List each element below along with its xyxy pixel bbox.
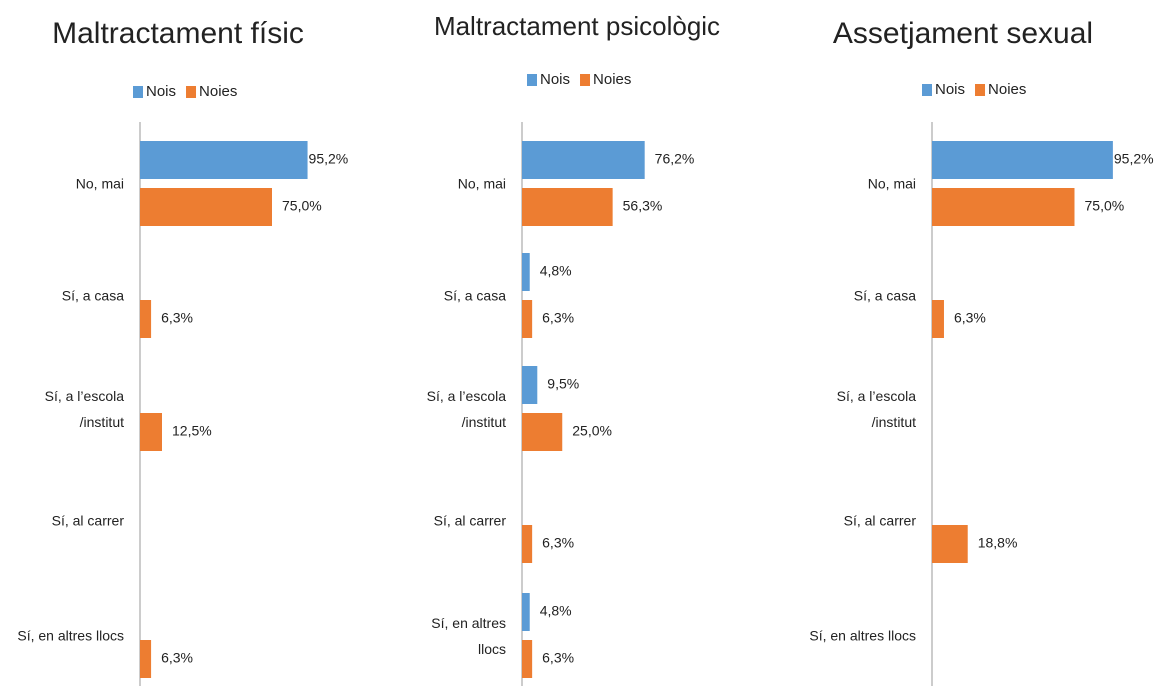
- legend-label: Noies: [593, 71, 631, 88]
- chart-title: Assetjament sexual: [833, 17, 1093, 50]
- bar: [140, 640, 152, 678]
- value-label: 75,0%: [282, 198, 322, 214]
- bar: [522, 253, 530, 291]
- value-label: 76,2%: [655, 151, 695, 167]
- value-label: 6,3%: [161, 650, 193, 666]
- category-label: Sí, a casa: [444, 288, 506, 304]
- value-label: 6,3%: [954, 310, 986, 326]
- value-label: 18,8%: [978, 535, 1018, 551]
- value-label: 56,3%: [623, 198, 663, 214]
- category-label: Sí, en altres llocs: [809, 628, 916, 644]
- legend-swatch: [922, 84, 932, 96]
- value-label: 6,3%: [161, 310, 193, 326]
- category-label: Sí, a l’escola/institut: [45, 388, 125, 430]
- bar: [522, 300, 533, 338]
- category-label: No, mai: [76, 176, 124, 192]
- bar: [932, 525, 968, 563]
- legend-label: Nois: [540, 71, 570, 88]
- value-label: 6,3%: [542, 310, 574, 326]
- legend-label: Noies: [199, 83, 237, 100]
- legend-label: Nois: [146, 83, 176, 100]
- legend-swatch: [133, 86, 143, 98]
- category-label: Sí, al carrer: [844, 513, 917, 529]
- legend-label: Noies: [988, 81, 1026, 98]
- bar: [522, 141, 645, 179]
- category-label: No, mai: [868, 176, 916, 192]
- bar: [932, 300, 944, 338]
- legend-swatch: [580, 74, 591, 86]
- category-label: Sí, a casa: [854, 288, 916, 304]
- bar: [522, 525, 533, 563]
- bar: [140, 188, 272, 226]
- value-label: 75,0%: [1085, 198, 1125, 214]
- chart-title: Maltractament físic: [52, 17, 304, 50]
- category-label: Sí, al carrer: [52, 513, 125, 529]
- legend-swatch: [527, 74, 537, 86]
- value-label: 12,5%: [172, 423, 212, 439]
- bar: [140, 300, 152, 338]
- category-label: No, mai: [458, 176, 506, 192]
- value-label: 95,2%: [309, 151, 349, 167]
- value-label: 6,3%: [542, 650, 574, 666]
- category-label: Sí, a casa: [62, 288, 124, 304]
- category-label: Sí, en altres llocs: [17, 628, 124, 644]
- legend-swatch: [186, 86, 197, 98]
- legend-swatch: [975, 84, 986, 96]
- category-label: Sí, en altres llocs: [431, 615, 506, 657]
- value-label: 25,0%: [572, 423, 612, 439]
- value-label: 95,2%: [1114, 151, 1154, 167]
- bar: [932, 188, 1075, 226]
- bar: [522, 366, 538, 404]
- bar: [932, 141, 1113, 179]
- value-label: 9,5%: [547, 376, 579, 392]
- category-label: Sí, a l’escola/institut: [837, 388, 917, 430]
- bar: [522, 188, 613, 226]
- value-label: 4,8%: [540, 263, 572, 279]
- value-label: 4,8%: [540, 603, 572, 619]
- bar: [140, 141, 308, 179]
- bar: [522, 640, 533, 678]
- category-label: Sí, a l’escola/institut: [427, 388, 507, 430]
- category-label: Sí, al carrer: [434, 513, 507, 529]
- legend-label: Nois: [935, 81, 965, 98]
- chart-title: Maltractament psicològic: [434, 11, 720, 41]
- bar: [140, 413, 162, 451]
- value-label: 6,3%: [542, 535, 574, 551]
- bar: [522, 593, 530, 631]
- bar: [522, 413, 563, 451]
